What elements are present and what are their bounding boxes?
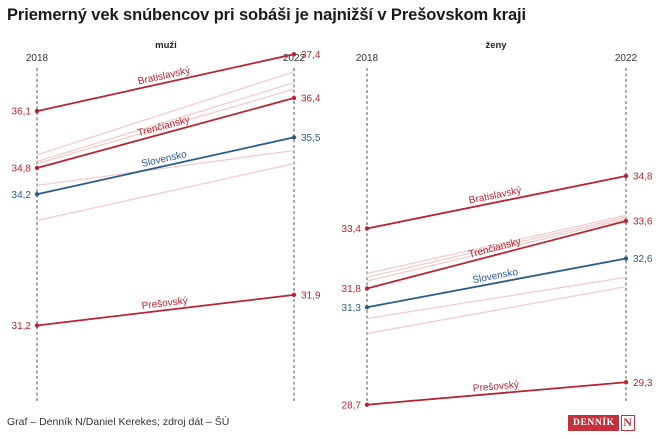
series-point-end	[291, 95, 297, 101]
series-point-end	[623, 256, 629, 261]
series-name-label: Trenčiansky	[468, 236, 523, 260]
series-point-end	[291, 292, 297, 298]
year-label-start: 2018	[26, 53, 49, 64]
value-label-start: 28,7	[342, 400, 362, 411]
value-label-start: 31,8	[342, 284, 362, 295]
value-label-end: 29,3	[633, 378, 653, 389]
value-label-start: 34,8	[12, 164, 32, 175]
series-line	[366, 257, 627, 309]
series-point-start	[34, 165, 40, 171]
chart-title: Priemerný vek snúbencov pri sobáši je na…	[7, 6, 526, 24]
source-credit: Graf – Denník N/Daniel Kerekes; zdroj dá…	[7, 416, 230, 428]
region-line-faint	[366, 216, 627, 278]
series-point-start	[34, 323, 40, 328]
value-label-start: 36,1	[12, 107, 32, 118]
series-line	[366, 220, 627, 290]
series-point-end	[291, 52, 297, 57]
region-line-faint	[36, 88, 295, 165]
value-label-end: 34,8	[633, 172, 653, 183]
value-label-start: 33,4	[342, 224, 362, 235]
series-line	[36, 136, 295, 196]
series-name-label: Prešovský	[141, 296, 188, 312]
region-line-faint	[36, 71, 295, 156]
value-label-start: 31,2	[12, 321, 32, 332]
series-point-start	[364, 286, 370, 291]
region-line-faint	[366, 218, 627, 282]
logo-n-icon: N	[620, 415, 635, 431]
year-label-start: 2018	[356, 53, 379, 64]
value-label-end: 32,6	[633, 254, 653, 265]
region-line-faint	[36, 149, 295, 187]
series-point-end	[623, 218, 629, 224]
panel-subtitle: ženy	[485, 40, 507, 51]
series-line	[36, 97, 295, 169]
series-line	[366, 175, 627, 230]
region-line-faint	[366, 276, 627, 320]
region-line-faint	[36, 162, 295, 222]
year-label-end: 2022	[615, 53, 638, 64]
series-name-label: Prešovský	[472, 380, 519, 395]
value-label-end: 37,4	[301, 50, 321, 61]
panel-subtitle: muži	[155, 40, 177, 51]
region-line-faint	[366, 214, 627, 275]
value-label-end: 31,9	[301, 290, 321, 301]
value-label-end: 36,4	[301, 94, 321, 105]
series-point-end	[623, 380, 629, 385]
year-label-end: 2022	[283, 53, 306, 64]
series-point-start	[34, 108, 40, 114]
region-line-faint	[366, 285, 627, 335]
series-point-end	[291, 135, 297, 140]
dennik-n-logo[interactable]: DENNÍK N	[568, 415, 635, 431]
region-line-faint	[36, 82, 295, 163]
series-name-label: Trenčiansky	[137, 114, 192, 139]
series-line	[36, 293, 295, 327]
value-label-start: 31,3	[342, 303, 362, 314]
series-line	[366, 381, 627, 406]
logo-wordmark: DENNÍK	[568, 415, 619, 431]
series-point-start	[364, 402, 370, 407]
series-point-start	[364, 226, 370, 231]
value-label-end: 33,6	[633, 217, 653, 228]
value-label-start: 34,2	[12, 190, 32, 201]
series-point-end	[623, 173, 629, 179]
value-label-end: 35,5	[301, 133, 321, 144]
series-line	[36, 53, 295, 113]
series-point-start	[34, 192, 40, 197]
series-point-start	[364, 305, 370, 310]
series-name-label: Bratislavský	[137, 65, 191, 87]
